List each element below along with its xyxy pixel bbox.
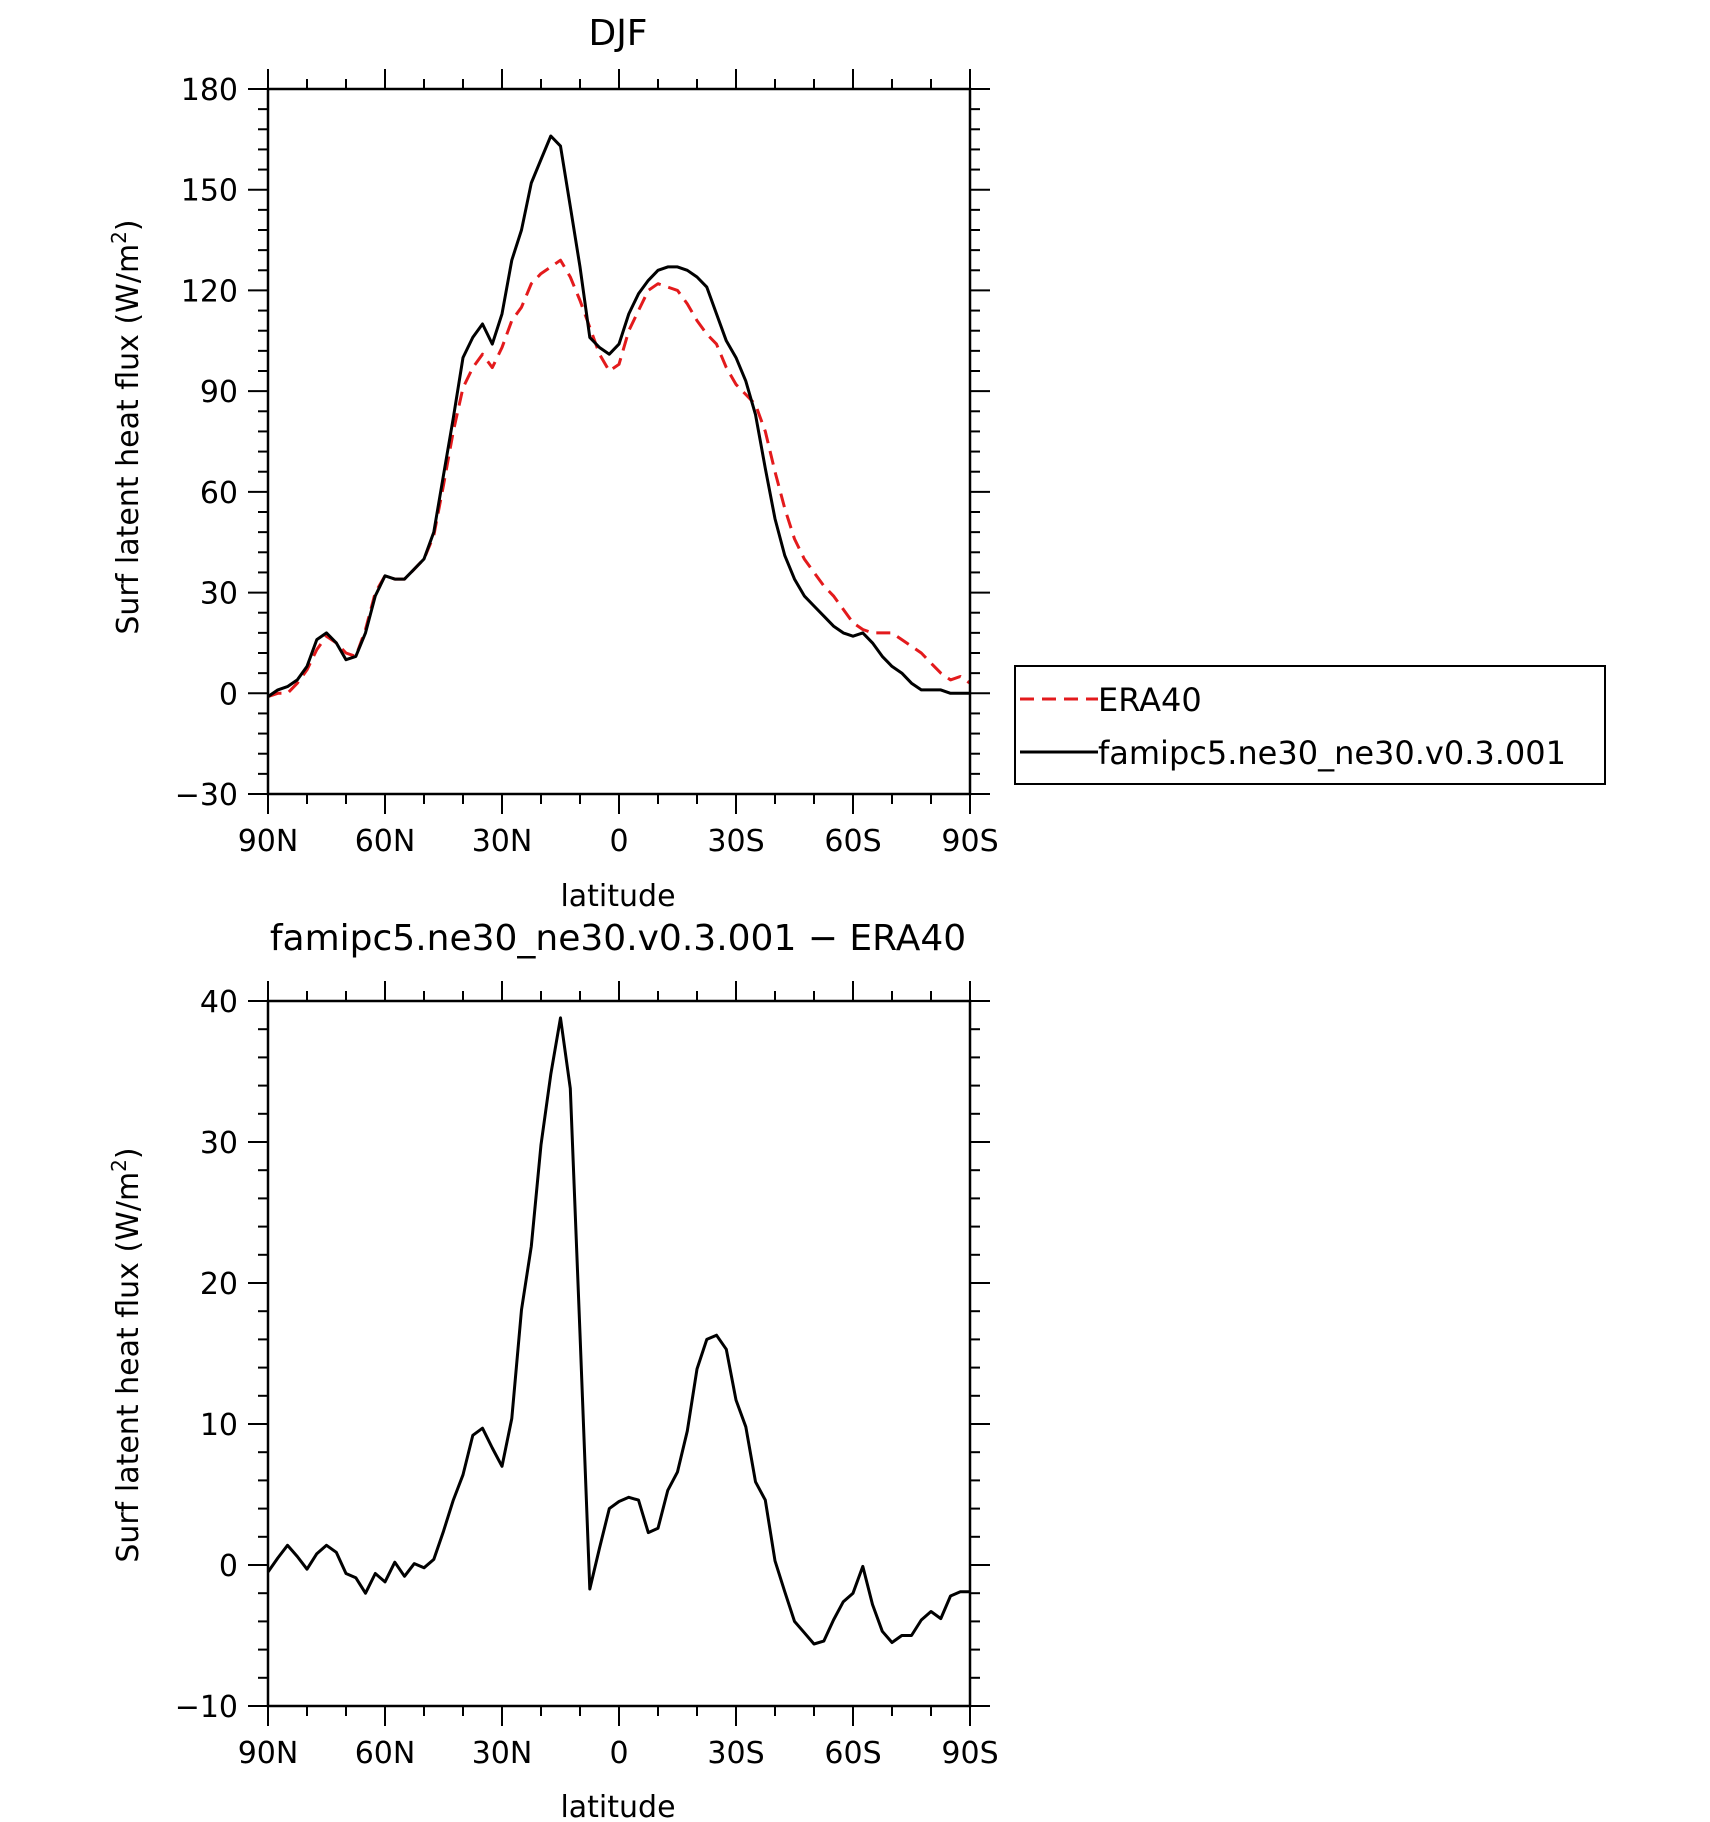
bottom-x-axis-label: latitude [560, 1790, 675, 1822]
legend-box [1014, 665, 1606, 785]
top-chart-title: DJF [588, 13, 647, 54]
bottom-series-group [266, 1016, 970, 1646]
legend-label-model: famipc5.ne30_ne30.v0.3.001 [1098, 734, 1566, 772]
top-y-tick-label: 150 [181, 174, 238, 209]
top-x-tick-label: 0 [609, 824, 628, 859]
top-plot-frame [266, 87, 972, 796]
bottom-x-tick-label: 60N [355, 1736, 416, 1771]
bottom-axis-ticks: −10 0 10 20 30 40 90N 60N 30N 0 30S 60S 90S [175, 981, 999, 1771]
bottom-y-tick-label: 10 [200, 1408, 238, 1443]
top-axis-ticks: −30 0 30 60 90 120 150 180 90N 60N 30N 0 30S 60S 90S [175, 69, 999, 859]
top-y-tick-label: 0 [219, 677, 238, 712]
bottom-series-line-0 [266, 1016, 970, 1646]
bottom-plot-frame [266, 999, 972, 1708]
top-series-group [267, 134, 971, 699]
top-x-tick-label: 60N [355, 824, 416, 859]
top-y-tick-label: 60 [200, 476, 238, 511]
top-x-tick-label: 90N [238, 824, 299, 859]
bottom-x-tick-label: 60S [824, 1736, 881, 1771]
top-y-tick-label: −30 [175, 778, 238, 813]
bottom-x-tick-label: 30N [472, 1736, 533, 1771]
top-x-tick-label: 30S [707, 824, 764, 859]
bottom-y-tick-label: 20 [200, 1267, 238, 1302]
top-y-tick-label: 90 [200, 375, 238, 410]
top-x-tick-label: 60S [824, 824, 881, 859]
top-y-tick-label: 30 [200, 577, 238, 612]
top-x-tick-label: 90S [941, 824, 998, 859]
top-x-axis-label: latitude [560, 879, 675, 914]
bottom-panel: famipc5.ne30_ne30.v0.3.001 − ERA40 latit… [107, 918, 999, 1822]
top-y-tick-label: 180 [181, 73, 238, 108]
bottom-x-tick-label: 30S [707, 1736, 764, 1771]
top-x-tick-label: 30N [472, 824, 533, 859]
bottom-y-tick-label: −10 [175, 1690, 238, 1725]
bottom-y-tick-label: 30 [200, 1126, 238, 1161]
bottom-x-tick-label: 90S [941, 1736, 998, 1771]
top-panel: DJF latitude Surf latent heat flux (W/m2… [107, 13, 1606, 914]
bottom-chart-title: famipc5.ne30_ne30.v0.3.001 − ERA40 [270, 918, 966, 959]
legend: ERA40 famipc5.ne30_ne30.v0.3.001 [1014, 665, 1606, 785]
bottom-x-tick-label: 0 [609, 1736, 628, 1771]
top-y-axis-label: Surf latent heat flux (W/m2) [107, 219, 146, 634]
bottom-y-tick-label: 40 [200, 985, 238, 1020]
legend-label-era40: ERA40 [1098, 681, 1202, 719]
bottom-y-tick-label: 0 [219, 1549, 238, 1584]
top-series-line-era40 [267, 258, 971, 699]
bottom-y-axis-label: Surf latent heat flux (W/m2) [107, 1147, 146, 1562]
bottom-x-tick-label: 90N [238, 1736, 299, 1771]
top-series-line-famipc5-ne30-ne30-v0-3-001 [267, 134, 970, 698]
top-y-tick-label: 120 [181, 274, 238, 309]
